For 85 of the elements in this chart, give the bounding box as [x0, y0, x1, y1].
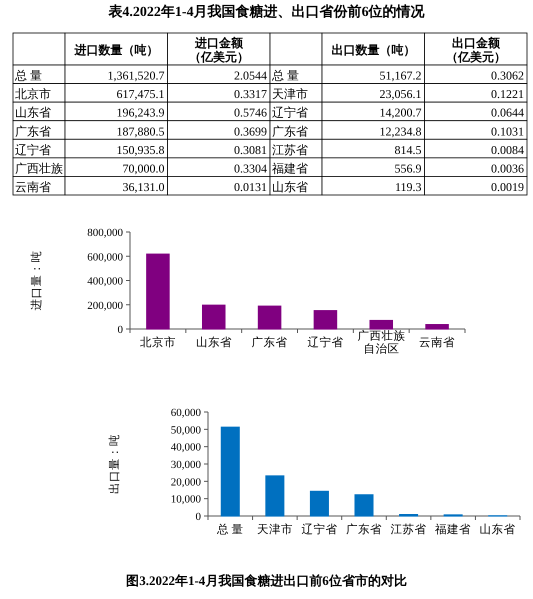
data-label: 0.3317: [234, 87, 267, 102]
x-tick-label: 天津市: [256, 522, 293, 536]
x-tick-label: 广东省: [346, 522, 382, 536]
data-label: 51,167.2: [380, 68, 422, 83]
data-label: 0.3062: [491, 68, 524, 83]
bar: [265, 475, 284, 517]
y-tick-label: 60,000: [170, 407, 202, 419]
y-tick-label: 30,000: [170, 459, 202, 471]
data-label: 23,056.1: [380, 87, 422, 102]
x-tick-label: 云南省: [419, 336, 456, 349]
x-tick-label: 出口数量（吨）: [331, 43, 416, 57]
data-label: 14,200.7: [380, 106, 422, 120]
bar: [146, 254, 170, 330]
y-tick-label: 0: [118, 324, 124, 336]
y-tick-label: 北京市: [15, 87, 51, 102]
data-label: 0.1221: [491, 87, 524, 102]
chart-title: 表4.2022年1-4月我国食糖进、出口省份前6位的情况: [107, 3, 426, 20]
data-label: 119.3: [394, 180, 422, 194]
y-axis-title: 进口量：吨: [30, 250, 43, 310]
y-tick-label: 400,000: [87, 276, 124, 288]
x-tick-label: 出口金额（亿美元）: [446, 36, 506, 64]
data-label: 0.0644: [491, 106, 524, 120]
data-label: 150,935.8: [116, 142, 164, 157]
x-tick-label: 山东省: [480, 522, 516, 536]
y2-tick-label: 总 量: [271, 68, 299, 83]
y-tick-label: 总 量: [14, 68, 42, 83]
y-tick-label: 800,000: [87, 227, 124, 239]
x-tick-label: 总 量: [216, 523, 244, 536]
data-label: 0.0036: [491, 161, 524, 176]
y2-tick-label: 辽宁省: [272, 106, 308, 120]
bar: [220, 426, 240, 517]
bar: [354, 494, 374, 517]
y-tick-label: 40,000: [170, 442, 202, 454]
bar: [258, 306, 282, 330]
data-label: 0.0131: [234, 180, 267, 194]
y-tick-label: 广西壮族: [15, 161, 63, 176]
bar: [202, 304, 226, 330]
bar: [314, 310, 338, 330]
y2-tick-label: 广东省: [272, 124, 308, 138]
data-label: 0.3699: [234, 124, 267, 138]
y-tick-label: 10,000: [170, 494, 202, 506]
x-tick-label: 广西壮族自治区: [357, 328, 406, 356]
data-label: 0.3304: [234, 161, 267, 176]
y-tick-label: 50,000: [170, 424, 202, 436]
data-label: 36,131.0: [122, 180, 164, 194]
y2-tick-label: 山东省: [272, 180, 308, 194]
x-tick-label: 北京市: [140, 335, 176, 349]
x-tick-label: 辽宁省: [307, 335, 344, 349]
x-tick-label: 福建省: [435, 523, 472, 536]
x-tick-label: 进口数量（吨）: [73, 43, 158, 57]
y-tick-label: 辽宁省: [15, 142, 51, 157]
data-label: 70,000.0: [122, 161, 164, 176]
y-axis-title: 出口量：吨: [108, 434, 121, 494]
data-label: 1,361,520.7: [108, 68, 164, 83]
data-label: 0.1031: [491, 124, 524, 138]
x-tick-label: 进口金额（亿美元）: [188, 36, 249, 64]
data-label: 187,880.5: [116, 124, 164, 138]
data-label: 814.5: [394, 142, 422, 157]
data-label: 196,243.9: [116, 106, 164, 120]
data-label: 556.9: [394, 161, 422, 176]
y-tick-label: 云南省: [15, 180, 51, 194]
y-tick-label: 600,000: [87, 251, 124, 264]
y2-tick-label: 江苏省: [272, 142, 308, 157]
bar: [425, 324, 449, 330]
data-label: 2.0544: [234, 68, 267, 83]
x-tick-label: 江苏省: [390, 523, 427, 536]
bar: [369, 320, 394, 330]
data-label: 617,475.1: [116, 87, 164, 102]
bar: [310, 490, 329, 517]
data-label: 0.0019: [491, 180, 524, 194]
y-tick-label: 0: [196, 511, 202, 523]
x-tick-label: 辽宁省: [301, 522, 338, 536]
caption: 图3.2022年1-4月我国食糖进出口前6位省市的对比: [126, 573, 407, 588]
x-tick-label: 广东省: [252, 335, 288, 349]
y2-tick-label: 天津市: [272, 87, 308, 102]
data-label: 0.5746: [234, 106, 267, 120]
y-tick-label: 广东省: [15, 124, 51, 138]
y2-tick-label: 福建省: [272, 161, 308, 176]
data-label: 0.0084: [491, 142, 524, 157]
data-label: 0.3081: [234, 142, 267, 157]
x-tick-label: 山东省: [196, 335, 232, 349]
y-tick-label: 200,000: [87, 300, 124, 312]
y-tick-label: 山东省: [15, 106, 51, 120]
data-label: 12,234.8: [380, 124, 422, 138]
y-tick-label: 20,000: [170, 476, 202, 488]
